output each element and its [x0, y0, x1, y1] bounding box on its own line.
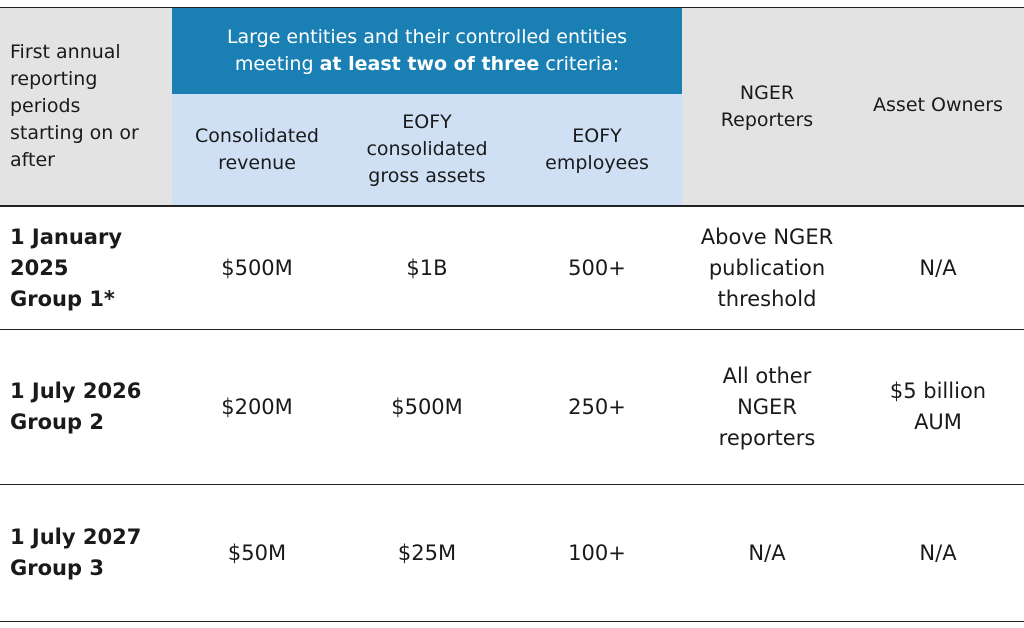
row-1-label-line-1: 1 January: [10, 224, 123, 249]
row-3-revenue-value: $50M: [227, 540, 287, 565]
header-employees-line-1: EOFY: [572, 124, 622, 147]
header-first-line-5: after: [10, 149, 55, 171]
row-3-label-line-1: 1 July 2027: [10, 525, 142, 549]
header-first-annual-reporting-periods: First annual reporting periods starting …: [0, 8, 172, 205]
header-assets-line-3: gross assets: [368, 165, 486, 187]
row-1-nger-line-3: threshold: [717, 286, 817, 311]
header-bottom-rule: [0, 205, 1024, 207]
row-2-nger: All other NGER reporters: [682, 330, 852, 484]
row-1-asset-owners: N/A: [852, 207, 1024, 329]
row-1-bottom-rule: [0, 329, 1024, 330]
header-consolidated-revenue: Consolidated revenue: [172, 94, 342, 205]
row-1-employees: 500+: [512, 207, 682, 329]
header-employees: EOFY employees: [512, 94, 682, 205]
header-assets-line-2: consolidated: [366, 138, 488, 160]
header-first-line-1: First annual: [10, 41, 121, 63]
row-2-employees-value: 250+: [568, 394, 626, 419]
header-large-entities-criteria: Large entities and their controlled enti…: [172, 8, 682, 94]
header-revenue-line-1: Consolidated: [195, 124, 319, 147]
table-row-1-label: 1 January 2025 Group 1*: [0, 207, 172, 329]
row-2-nger-line-2: NGER: [737, 394, 797, 419]
row-3-employees-value: 100+: [568, 540, 626, 565]
row-2-assets-value: $500M: [391, 394, 463, 419]
header-nger-line-2: Reporters: [720, 108, 814, 131]
header-revenue-line-2: revenue: [218, 151, 296, 174]
row-2-nger-line-1: All other: [722, 363, 812, 388]
criteria-text-bold: at least two of three: [319, 53, 540, 75]
header-asset-owners: Asset Owners: [852, 8, 1024, 205]
header-nger-reporters: NGER Reporters: [682, 8, 852, 205]
header-employees-line-2: employees: [545, 151, 649, 174]
row-3-label-line-2: Group 3: [10, 556, 104, 580]
row-3-asset-owners: N/A: [852, 485, 1024, 621]
row-2-asset-owners-line-2: AUM: [914, 410, 962, 434]
row-2-nger-line-3: reporters: [718, 425, 816, 450]
row-3-assets-value: $25M: [397, 540, 457, 565]
row-1-assets: $1B: [342, 207, 512, 329]
row-2-label-line-1: 1 July 2026: [10, 379, 142, 403]
row-2-assets: $500M: [342, 330, 512, 484]
header-criteria-line-2: meeting at least two of three criteria:: [227, 51, 627, 78]
row-3-nger: N/A: [682, 485, 852, 621]
row-2-asset-owners-line-1: $5 billion: [889, 379, 987, 403]
row-3-nger-value: N/A: [748, 540, 786, 565]
row-1-asset-owners-value: N/A: [919, 255, 957, 280]
header-assets-line-1: EOFY: [402, 111, 452, 133]
header-asset-owners-label: Asset Owners: [873, 94, 1003, 116]
header-first-line-3: periods: [10, 95, 81, 117]
header-first-line-4: starting on or: [10, 122, 139, 144]
table-top-rule: [0, 7, 1024, 8]
row-1-label-line-2: 2025: [10, 255, 69, 280]
row-2-label-line-2: Group 2: [10, 410, 104, 434]
criteria-text-post: criteria:: [539, 53, 620, 75]
row-1-nger-line-1: Above NGER: [700, 224, 834, 249]
row-2-bottom-rule: [0, 484, 1024, 485]
row-1-revenue: $500M: [172, 207, 342, 329]
criteria-text-pre: meeting: [234, 53, 320, 75]
row-3-asset-owners-value: N/A: [919, 540, 957, 565]
header-nger-line-1: NGER: [739, 81, 795, 104]
header-first-line-2: reporting: [10, 68, 98, 90]
row-2-asset-owners: $5 billion AUM: [852, 330, 1024, 484]
row-3-revenue: $50M: [172, 485, 342, 621]
row-1-revenue-value: $500M: [221, 255, 293, 280]
row-3-assets: $25M: [342, 485, 512, 621]
header-gross-assets: EOFY consolidated gross assets: [342, 94, 512, 205]
row-3-employees: 100+: [512, 485, 682, 621]
row-2-revenue-value: $200M: [221, 394, 293, 419]
table-row-3-label: 1 July 2027 Group 3: [0, 485, 172, 621]
row-2-employees: 250+: [512, 330, 682, 484]
header-criteria-line-1: Large entities and their controlled enti…: [226, 26, 628, 48]
row-1-nger-line-2: publication: [708, 255, 826, 280]
table-bottom-rule: [0, 621, 1024, 622]
row-2-revenue: $200M: [172, 330, 342, 484]
table-row-2-label: 1 July 2026 Group 2: [0, 330, 172, 484]
row-1-label-line-3: Group 1*: [10, 286, 115, 311]
row-1-employees-value: 500+: [568, 255, 626, 280]
row-1-nger: Above NGER publication threshold: [682, 207, 852, 329]
row-1-assets-value: $1B: [406, 255, 448, 280]
